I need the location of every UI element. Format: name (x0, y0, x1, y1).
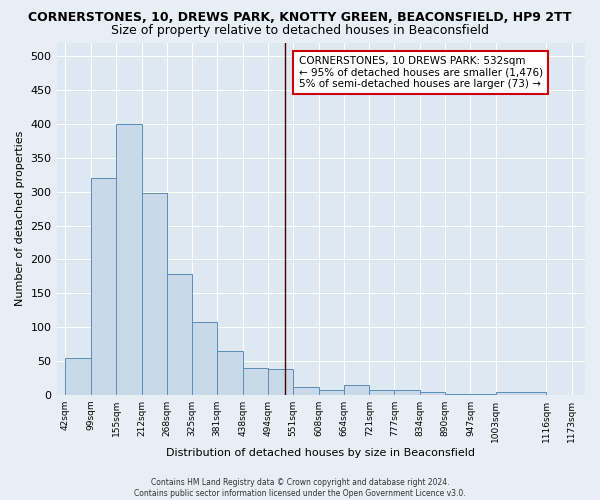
X-axis label: Distribution of detached houses by size in Beaconsfield: Distribution of detached houses by size … (166, 448, 475, 458)
Bar (91, 178, 116, 395)
Bar (192, 322, 217, 395)
Bar (496, 392, 546, 395)
Bar (142, 193, 167, 395)
Bar (65, 358, 91, 395)
Y-axis label: Number of detached properties: Number of detached properties (15, 131, 25, 306)
Text: Size of property relative to detached houses in Beaconsfield: Size of property relative to detached ho… (111, 24, 489, 37)
Bar (394, 390, 420, 395)
Bar (319, 390, 344, 395)
Text: Contains HM Land Registry data © Crown copyright and database right 2024.
Contai: Contains HM Land Registry data © Crown c… (134, 478, 466, 498)
Bar (268, 369, 293, 395)
Text: CORNERSTONES, 10, DREWS PARK, KNOTTY GREEN, BEACONSFIELD, HP9 2TT: CORNERSTONES, 10, DREWS PARK, KNOTTY GRE… (28, 11, 572, 24)
Bar (420, 392, 445, 395)
Bar (470, 394, 496, 395)
Bar (167, 274, 192, 395)
Bar (242, 368, 268, 395)
Bar (217, 351, 242, 395)
Bar (445, 394, 470, 395)
Text: CORNERSTONES, 10 DREWS PARK: 532sqm
← 95% of detached houses are smaller (1,476): CORNERSTONES, 10 DREWS PARK: 532sqm ← 95… (299, 56, 543, 90)
Bar (370, 390, 394, 395)
Bar (116, 124, 142, 395)
Bar (344, 385, 370, 395)
Bar (293, 387, 319, 395)
